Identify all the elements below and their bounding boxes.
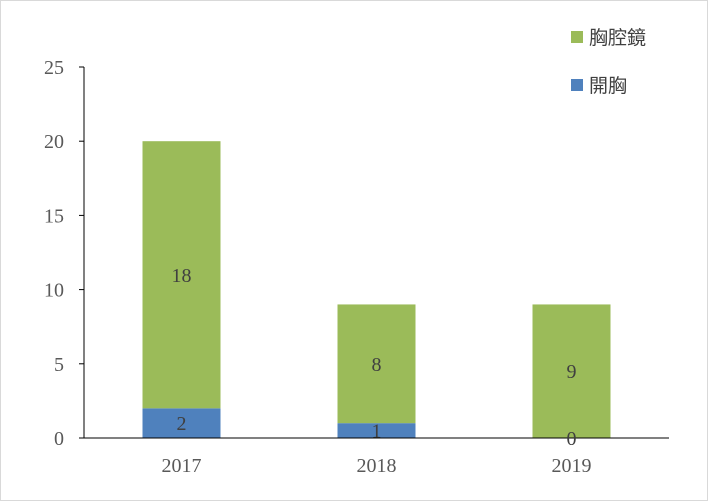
x-axis-ticks: 2017 2018 2019 bbox=[162, 455, 592, 477]
bar-segment bbox=[337, 304, 416, 424]
x-tick-label: 2019 bbox=[552, 455, 592, 477]
y-tick-label: 5 bbox=[54, 354, 64, 376]
data-label: 2 bbox=[177, 413, 187, 435]
y-tick-label: 0 bbox=[54, 428, 64, 450]
bar-segment bbox=[337, 423, 416, 438]
bar-segment bbox=[142, 408, 221, 438]
data-label: 8 bbox=[372, 354, 382, 376]
y-tick-label: 15 bbox=[44, 205, 64, 227]
data-label: 9 bbox=[567, 361, 577, 383]
bars-layer bbox=[142, 141, 611, 438]
y-tick-label: 20 bbox=[44, 131, 64, 153]
y-tick-label: 25 bbox=[44, 57, 64, 79]
legend-label: 開胸 bbox=[589, 75, 627, 97]
data-label: 0 bbox=[567, 428, 577, 450]
legend-swatch bbox=[571, 31, 583, 43]
data-label: 1 bbox=[372, 421, 382, 443]
bar-segment bbox=[532, 304, 611, 438]
legend-swatch bbox=[571, 79, 583, 91]
y-axis-ticks: 0 5 10 15 20 25 bbox=[44, 57, 84, 450]
bar-segment bbox=[142, 141, 221, 409]
data-label: 18 bbox=[172, 265, 192, 287]
x-tick-label: 2018 bbox=[357, 455, 397, 477]
x-tick-label: 2017 bbox=[162, 455, 202, 477]
legend-label: 胸腔鏡 bbox=[589, 27, 646, 49]
y-tick-label: 10 bbox=[44, 280, 64, 302]
